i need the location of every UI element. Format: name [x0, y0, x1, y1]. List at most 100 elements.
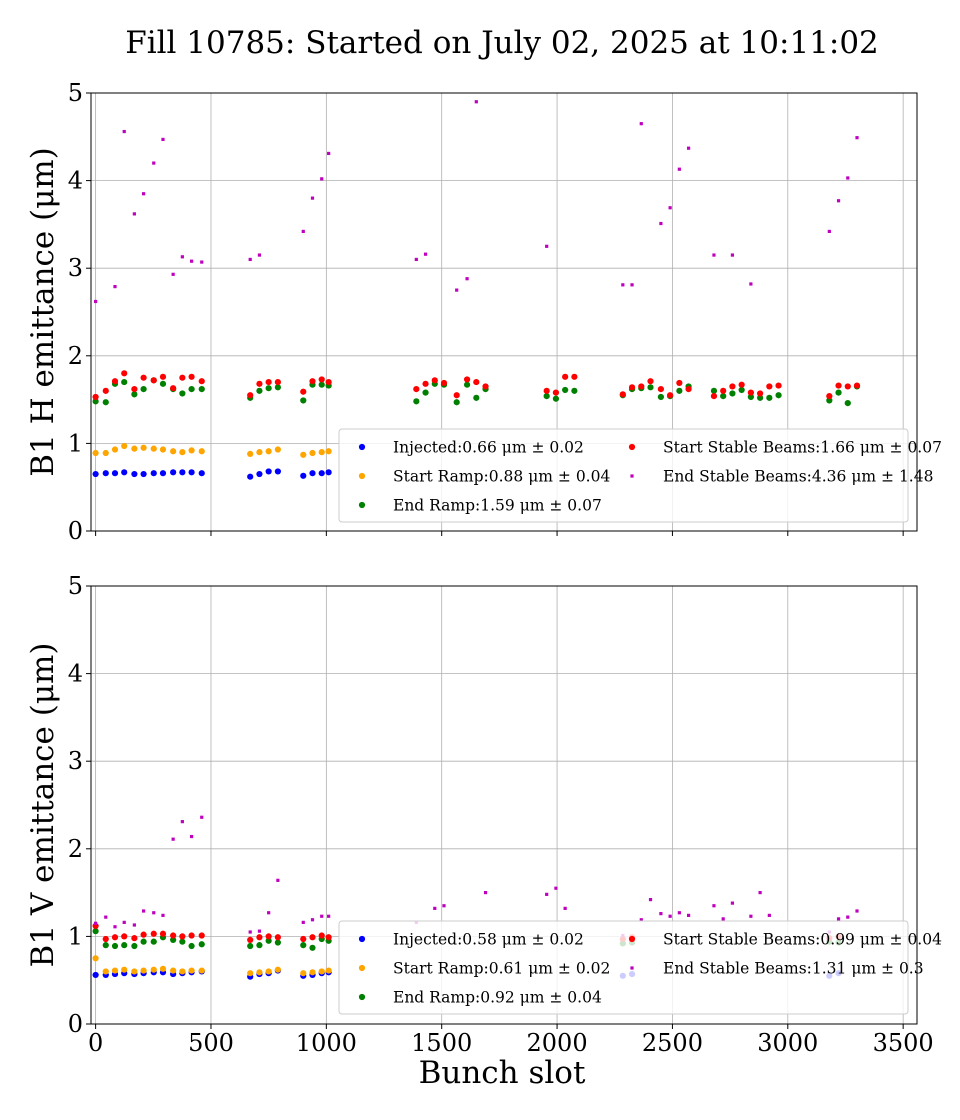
data-point: [320, 177, 324, 181]
data-point: [276, 878, 280, 882]
data-point: [757, 390, 764, 397]
data-point: [422, 380, 429, 387]
y-tick-label: 3: [68, 747, 83, 775]
data-point: [318, 932, 325, 939]
data-point: [150, 470, 157, 477]
data-point: [318, 968, 325, 975]
data-point: [300, 935, 307, 943]
data-point: [131, 391, 138, 398]
data-point: [749, 282, 753, 286]
data-point: [413, 398, 420, 405]
data-point: [325, 469, 332, 476]
data-point: [179, 933, 186, 940]
data-point: [619, 391, 626, 398]
data-point: [170, 469, 177, 476]
data-point: [729, 390, 736, 397]
data-point: [562, 373, 569, 380]
data-point: [188, 447, 195, 454]
panel-b1-v-emittance: 0 500 1000 1500 2000 2500 3000 3500 0 1 2 3 4 5 B1 V e…: [25, 572, 942, 1057]
data-point: [92, 393, 99, 401]
legend-label: Start Stable Beams:1.66 μm ± 0.07: [663, 439, 942, 457]
data-point: [131, 445, 138, 452]
data-point: [170, 448, 177, 455]
legend-marker: [628, 443, 636, 451]
data-point: [455, 288, 459, 292]
x-tick-label: 2000: [527, 1029, 588, 1057]
data-point: [150, 445, 157, 452]
data-point: [150, 377, 157, 384]
data-point: [300, 472, 307, 479]
y-tick-label: 2: [68, 342, 83, 370]
y-axis-label: B1 H emittance (μm): [25, 147, 61, 477]
data-point: [92, 955, 99, 962]
data-point: [102, 470, 109, 477]
data-point: [111, 934, 119, 941]
data-point: [846, 176, 850, 180]
data-point: [256, 387, 263, 394]
data-point: [140, 444, 147, 451]
x-tick-label: 3500: [873, 1029, 934, 1057]
data-point: [647, 384, 654, 391]
data-point: [274, 939, 281, 946]
data-point: [188, 385, 195, 393]
y-tick-label: 2: [68, 835, 83, 863]
data-point: [465, 277, 469, 281]
data-point: [309, 969, 316, 976]
data-point: [179, 449, 186, 456]
data-point: [198, 941, 205, 948]
data-point: [309, 470, 316, 477]
data-point: [310, 918, 315, 922]
data-point: [639, 122, 643, 126]
data-point: [325, 934, 332, 941]
data-point: [111, 967, 119, 974]
data-point: [256, 969, 263, 976]
data-point: [189, 834, 194, 839]
legend: Injected:0.66 μm ± 0.02 Start Ramp:0.88 μ…: [338, 428, 942, 523]
data-point: [836, 199, 841, 203]
data-point: [256, 470, 263, 478]
data-point: [300, 970, 307, 977]
data-point: [766, 394, 773, 401]
data-point: [170, 967, 177, 974]
data-point: [159, 470, 167, 477]
data-point: [104, 915, 108, 919]
data-point: [150, 966, 157, 973]
data-point: [730, 253, 735, 257]
data-point: [835, 382, 842, 389]
data-point: [140, 385, 147, 393]
data-point: [274, 384, 281, 391]
data-point: [188, 469, 195, 476]
data-point: [300, 451, 307, 458]
data-point: [140, 374, 147, 381]
data-point: [301, 920, 305, 924]
data-point: [474, 100, 478, 104]
data-point: [140, 931, 147, 938]
data-point: [198, 448, 205, 455]
data-point: [131, 942, 138, 950]
plot-frame: [90, 585, 918, 1025]
data-point: [102, 399, 109, 406]
data-point: [131, 385, 138, 393]
legend-box: [338, 428, 909, 523]
data-point: [318, 470, 325, 477]
y-tick-label: 5: [68, 79, 83, 107]
data-point: [121, 370, 128, 377]
data-point: [179, 938, 186, 945]
data-point: [676, 387, 683, 394]
data-point: [327, 151, 331, 156]
x-tick-label: 3000: [757, 1029, 818, 1057]
data-point: [159, 380, 167, 387]
y-tick-label: 4: [68, 660, 83, 688]
data-point: [111, 378, 119, 385]
y-axis-label: B1 V emittance (μm): [25, 643, 61, 968]
data-point: [846, 915, 850, 919]
data-point: [200, 260, 204, 264]
data-point: [150, 938, 157, 945]
data-point: [265, 468, 272, 475]
data-point: [473, 394, 480, 401]
data-point: [247, 473, 254, 480]
data-point: [198, 967, 205, 974]
data-point: [161, 913, 165, 917]
data-point: [170, 936, 177, 944]
data-point: [638, 383, 645, 390]
